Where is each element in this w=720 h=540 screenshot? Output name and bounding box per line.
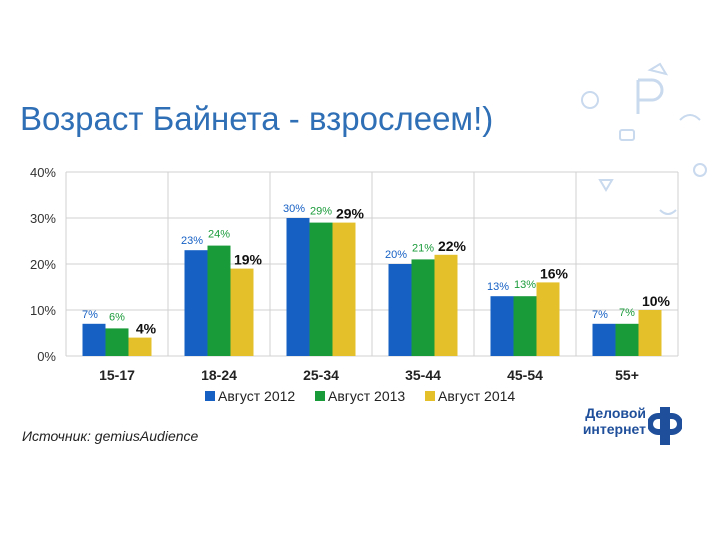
data-label: 30%: [283, 203, 305, 215]
legend-entry: Август 2013: [328, 388, 405, 404]
page-title: Возраст Байнета - взрослеем!): [20, 100, 494, 137]
y-tick-label: 10%: [30, 303, 56, 318]
source-note: Источник: gemiusAudience: [22, 428, 199, 444]
x-tick-label: 18-24: [201, 367, 237, 383]
legend-entry: Август 2012: [218, 388, 295, 404]
x-tick-label: 45-54: [507, 367, 543, 383]
bar-0-1: [184, 250, 208, 356]
data-label: 7%: [82, 309, 98, 321]
data-label: 13%: [514, 279, 536, 291]
decorative-doodles-icon: [581, 62, 707, 215]
bar-0-0: [82, 323, 106, 356]
bar-0-4: [490, 296, 514, 356]
bar-0-5: [592, 323, 616, 356]
legend-swatch: [205, 391, 215, 401]
bar-2-4: [536, 282, 560, 356]
data-label: 21%: [412, 242, 434, 254]
legend-swatch: [315, 391, 325, 401]
x-tick-label: 15-17: [99, 367, 135, 383]
data-label: 22%: [438, 238, 467, 254]
bar-2-2: [332, 222, 356, 356]
y-tick-label: 0%: [37, 349, 56, 364]
bar-1-3: [411, 259, 435, 356]
bar-0-3: [388, 264, 412, 356]
data-label: 24%: [208, 229, 230, 241]
data-label: 10%: [642, 293, 671, 309]
data-label: 29%: [336, 206, 365, 222]
bar-1-4: [513, 296, 537, 356]
data-label: 16%: [540, 265, 569, 281]
data-label: 7%: [619, 307, 635, 319]
bar-1-5: [615, 323, 639, 356]
bar-chart: 7% 6% 4% 23% 24% 19% 30% 29% 29% 20% 21% 22% 13% 13% 1…: [30, 165, 679, 404]
data-label: 13%: [487, 281, 509, 293]
logo: Деловой интернет: [578, 405, 688, 447]
bar-2-5: [638, 310, 662, 356]
data-label: 29%: [310, 206, 332, 218]
bar-1-1: [207, 245, 231, 356]
bar-2-3: [434, 254, 458, 356]
legend-swatch: [425, 391, 435, 401]
x-tick-label: 55+: [615, 367, 639, 383]
bar-2-1: [230, 268, 254, 356]
data-label: 19%: [234, 252, 263, 268]
data-label: 20%: [385, 249, 407, 261]
bar-0-2: [286, 218, 310, 356]
bar-1-0: [105, 328, 129, 356]
data-label: 7%: [592, 309, 608, 321]
bar-1-2: [309, 222, 333, 356]
logo-line2: интернет: [582, 421, 646, 437]
logo-line1: Деловой: [585, 405, 646, 421]
legend-entry: Август 2014: [438, 388, 515, 404]
df-logo-icon: [648, 407, 682, 445]
logo-text: Деловой интернет: [578, 405, 646, 437]
x-tick-label: 25-34: [303, 367, 339, 383]
data-label: 23%: [181, 235, 203, 247]
y-tick-label: 40%: [30, 165, 56, 180]
data-label: 4%: [136, 321, 157, 337]
bar-2-0: [128, 337, 152, 356]
y-tick-label: 30%: [30, 211, 56, 226]
x-tick-label: 35-44: [405, 367, 441, 383]
data-label: 6%: [109, 311, 125, 323]
y-tick-label: 20%: [30, 257, 56, 272]
